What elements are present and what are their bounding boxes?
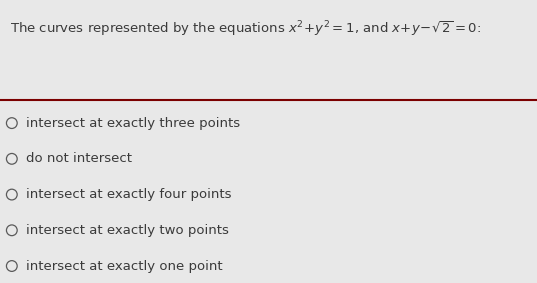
Text: intersect at exactly one point: intersect at exactly one point xyxy=(26,260,222,273)
Text: intersect at exactly four points: intersect at exactly four points xyxy=(26,188,231,201)
Text: intersect at exactly three points: intersect at exactly three points xyxy=(26,117,240,130)
Text: do not intersect: do not intersect xyxy=(26,152,132,165)
Text: The curves represented by the equations $x^2\!+\!y^2 = 1$, and $x\!+\!y\!-\!\sqr: The curves represented by the equations … xyxy=(10,20,481,39)
Text: intersect at exactly two points: intersect at exactly two points xyxy=(26,224,229,237)
